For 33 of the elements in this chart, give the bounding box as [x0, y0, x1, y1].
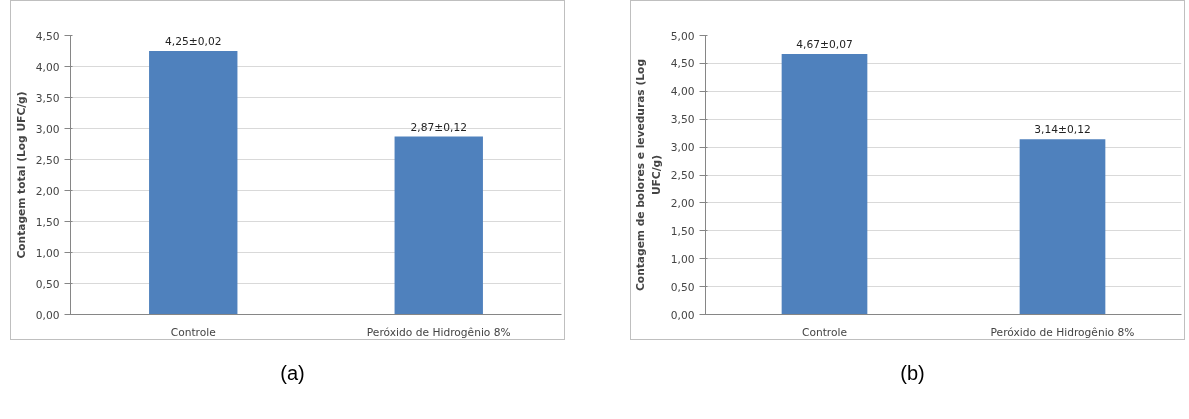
y-tick-label: 3,00 — [35, 122, 60, 136]
y-tick-label: 1,50 — [670, 224, 695, 238]
y-tick-label: 2,50 — [670, 169, 695, 182]
y-tick-label: 3,50 — [35, 91, 60, 105]
y-tick-label: 4,50 — [670, 57, 695, 71]
y-tick-label: 5,00 — [670, 29, 695, 43]
y-tick-label: 3,00 — [670, 141, 695, 155]
y-tick-label: 2,50 — [35, 153, 60, 167]
y-tick-label: 1,50 — [35, 215, 60, 229]
text: (b) — [900, 361, 925, 386]
y-tick-label: 2,00 — [670, 196, 695, 210]
y-tick-label: 1,00 — [670, 252, 695, 266]
data-label: 3,14±0,12 — [1034, 123, 1091, 137]
y-tick-label: 0,00 — [670, 308, 695, 322]
x-tick-label: Controle — [801, 325, 848, 339]
data-label: 4,25±0,02 — [165, 35, 222, 48]
data-label: 2,87±0,12 — [410, 120, 467, 134]
y-tick-label: 0,50 — [670, 280, 695, 294]
y-tick-label: 0,50 — [35, 277, 60, 291]
x-tick-label: Controle — [170, 325, 216, 339]
y-axis-title: Contagem total (Log UFC/g) — [14, 91, 28, 259]
y-tick-label: 4,50 — [35, 29, 60, 43]
x-tick-label: Peróxido de Hidrogênio 8% — [990, 325, 1135, 339]
y-tick-label: 4,00 — [670, 85, 695, 99]
x-tick-label: Peróxido de Hidrogênio 8% — [366, 325, 511, 339]
y-tick-label: 0,00 — [35, 308, 60, 322]
y-tick-label: 4,00 — [35, 60, 60, 74]
y-axis-title: Contagem de bolores e leveduras (Log UFC/g) — [634, 58, 663, 292]
text: (a) — [280, 361, 305, 386]
data-label: 4,67±0,07 — [796, 37, 853, 51]
y-tick-label: 2,00 — [35, 184, 60, 198]
y-tick-label: 1,00 — [35, 246, 60, 260]
y-tick-label: 3,50 — [670, 113, 695, 127]
